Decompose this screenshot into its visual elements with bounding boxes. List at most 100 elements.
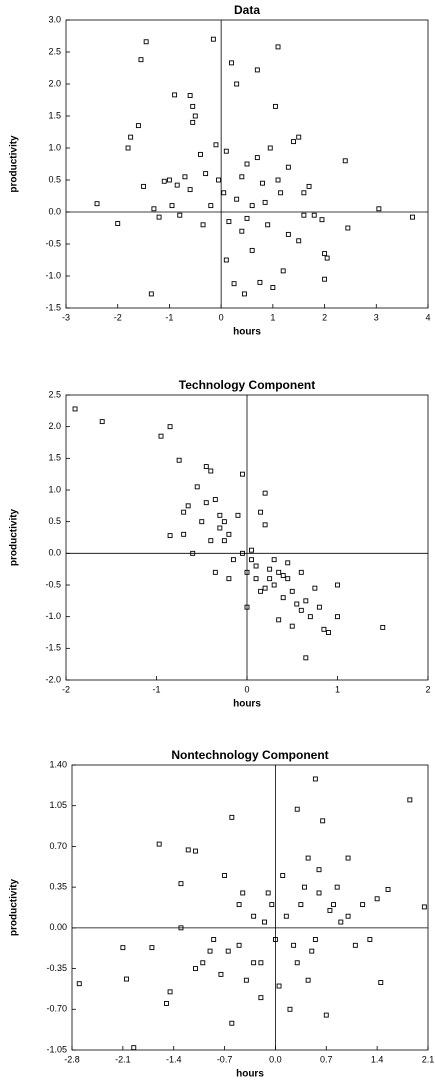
point (72, 406, 78, 412)
point (223, 257, 229, 263)
point (283, 913, 289, 919)
point (376, 206, 382, 212)
point (294, 960, 300, 966)
y-tick-label: 1.5 (48, 453, 61, 463)
point (345, 913, 351, 919)
point (143, 39, 149, 45)
x-tick-label: -2.8 (64, 1054, 80, 1064)
point (312, 585, 318, 591)
point (305, 855, 311, 861)
point (380, 624, 386, 630)
point (203, 500, 209, 506)
point (192, 113, 198, 119)
point (249, 203, 255, 209)
point (271, 582, 277, 588)
point (218, 971, 224, 977)
x-tick-label: -1.4 (166, 1054, 182, 1064)
point (225, 948, 231, 954)
chart-title: Technology Component (179, 378, 315, 392)
y-tick-label: 0.5 (48, 174, 61, 184)
point (185, 847, 191, 853)
point (185, 503, 191, 509)
point (331, 902, 337, 908)
point (241, 291, 247, 297)
point (161, 178, 167, 184)
point (322, 251, 328, 257)
point (254, 67, 260, 73)
point (151, 206, 157, 212)
point (243, 977, 249, 983)
y-tick-label: 1.0 (48, 484, 61, 494)
point (275, 177, 281, 183)
point (200, 222, 206, 228)
point (269, 902, 275, 908)
y-tick-label: 3.0 (48, 14, 61, 24)
x-tick-label: -2.1 (115, 1054, 131, 1064)
point (335, 582, 340, 588)
point (240, 550, 245, 556)
y-tick-label: -1.5 (45, 643, 61, 653)
point (222, 873, 228, 878)
point (211, 937, 217, 942)
point (236, 902, 242, 908)
x-tick-label: 0 (244, 684, 249, 694)
point (385, 887, 391, 892)
y-tick-label: -0.35 (46, 963, 67, 973)
y-axis-label: productivity (9, 135, 20, 193)
point (131, 1045, 137, 1051)
point (324, 255, 330, 261)
x-tick-label: 2.1 (422, 1054, 435, 1064)
point (167, 533, 173, 539)
point (335, 614, 340, 620)
point (421, 904, 427, 910)
x-axis-label: hours (236, 1069, 264, 1080)
point (280, 573, 286, 578)
point (301, 190, 307, 196)
plot-frame (71, 764, 429, 1051)
point (208, 468, 214, 474)
point (289, 588, 295, 594)
point (244, 161, 250, 167)
point (190, 103, 196, 109)
point (285, 560, 291, 566)
point (305, 977, 311, 983)
point (190, 119, 196, 125)
point (226, 531, 232, 537)
point (249, 557, 254, 563)
point (198, 151, 203, 157)
point (217, 512, 223, 518)
point (141, 183, 147, 189)
y-tick-label: 0.5 (48, 516, 61, 526)
point (316, 890, 322, 896)
x-tick-label: 2 (322, 312, 327, 322)
y-tick-label: -1.5 (45, 302, 61, 312)
y-tick-label: 2.5 (48, 389, 61, 399)
point (407, 797, 413, 803)
point (166, 177, 172, 183)
point (187, 93, 193, 98)
y-tick-label: -2.0 (45, 674, 61, 684)
point (320, 818, 326, 824)
point (291, 139, 296, 145)
y-tick-label: 0.35 (49, 882, 67, 892)
point (190, 550, 196, 556)
point (169, 203, 175, 209)
point (285, 576, 291, 582)
point (149, 945, 155, 951)
point (294, 806, 300, 812)
y-tick-label: -1.0 (45, 270, 61, 280)
x-axis-label: hours (233, 327, 261, 338)
point (156, 214, 162, 220)
point (226, 576, 232, 582)
point (226, 219, 232, 225)
point (181, 531, 187, 537)
point (76, 981, 82, 987)
point (230, 557, 236, 563)
point (235, 512, 241, 518)
point (276, 983, 282, 989)
point (262, 522, 268, 528)
point (234, 81, 240, 87)
point (217, 525, 223, 531)
point (167, 989, 173, 995)
point (374, 896, 380, 902)
